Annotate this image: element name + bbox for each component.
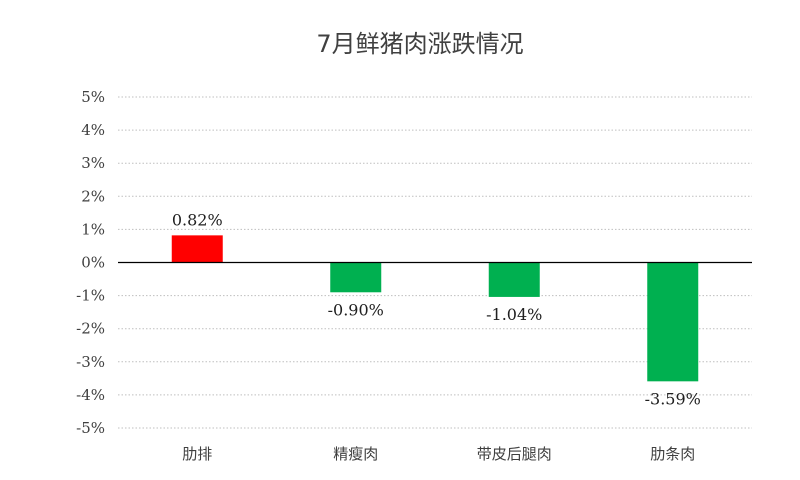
bar [330, 262, 382, 293]
y-tick-label: 4% [81, 121, 105, 139]
data-labels: 0.82% -0.90% -1.04% -3.59% [172, 210, 701, 408]
data-label: -3.59% [645, 389, 701, 408]
bar [488, 262, 540, 297]
data-label: -1.04% [486, 305, 542, 324]
y-tick-label: 2% [81, 187, 105, 205]
y-axis-tick-labels: 5% 4% 3% 2% 1% 0% -1% -2% -3% -4% -5% [76, 88, 105, 437]
category-label: 带皮后腿肉 [477, 445, 552, 463]
y-tick-label: -4% [76, 386, 105, 404]
bar [647, 262, 699, 382]
category-label: 肋条肉 [650, 445, 695, 463]
x-axis-category-labels: 肋排 精瘦肉 带皮后腿肉 肋条肉 [182, 445, 695, 463]
y-tick-label: 5% [81, 88, 105, 106]
data-label: 0.82% [172, 210, 223, 229]
bars [171, 235, 699, 382]
grid-lines [118, 96, 752, 429]
category-label: 肋排 [182, 445, 212, 463]
y-tick-label: -2% [76, 320, 105, 338]
category-label: 精瘦肉 [333, 445, 378, 463]
y-tick-label: -1% [76, 287, 105, 305]
y-tick-label: 3% [81, 154, 105, 172]
chart-title: 7月鲜猪肉涨跌情况 [316, 30, 523, 58]
bar [171, 235, 223, 263]
data-label: -0.90% [328, 300, 384, 319]
y-tick-label: 1% [81, 220, 105, 238]
y-tick-label: -5% [76, 419, 105, 437]
y-tick-label: -3% [76, 353, 105, 371]
y-tick-label: 0% [81, 254, 105, 272]
